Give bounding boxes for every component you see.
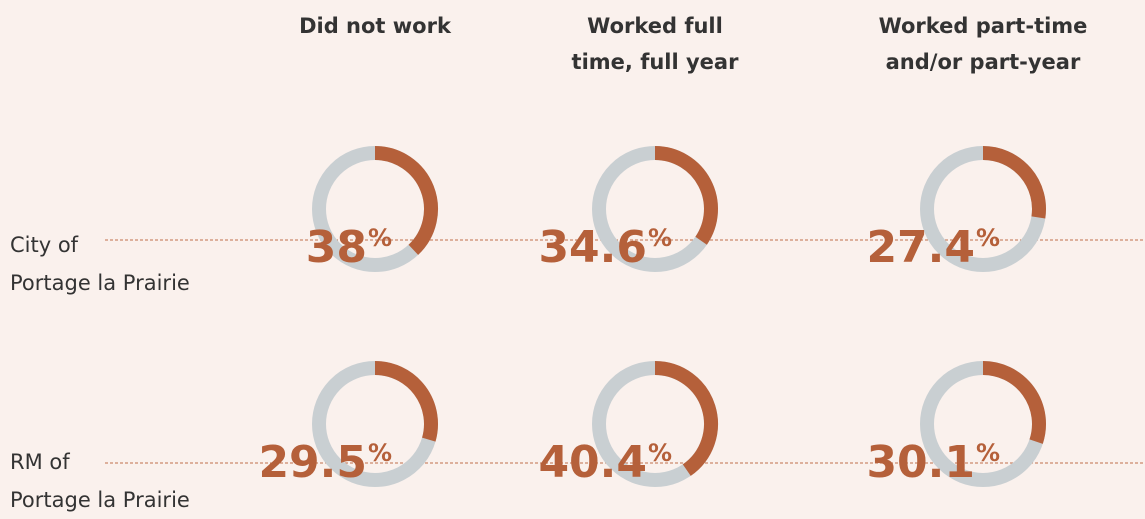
value-label: 29.5 bbox=[258, 437, 367, 488]
value-unit: % bbox=[648, 224, 672, 252]
donut-arc bbox=[654, 146, 718, 245]
value-unit: % bbox=[648, 439, 672, 467]
value-label: 34.6 bbox=[538, 222, 647, 273]
value-unit: % bbox=[368, 439, 392, 467]
donut-arc bbox=[982, 361, 1046, 444]
donut-arc bbox=[982, 146, 1046, 219]
column-header: Worked part-time and/or part-year bbox=[878, 14, 1088, 74]
value-unit: % bbox=[976, 439, 1000, 467]
value-unit: % bbox=[368, 224, 392, 252]
value-label: 30.1 bbox=[866, 437, 975, 488]
value-label: 40.4 bbox=[538, 437, 647, 488]
donut-arc bbox=[374, 146, 438, 255]
value-label: 38 bbox=[306, 222, 367, 273]
donut-arc bbox=[374, 361, 438, 442]
row-label: City of Portage la Prairie bbox=[10, 233, 190, 295]
donut-arc bbox=[654, 361, 718, 476]
row-label: RM of Portage la Prairie bbox=[10, 450, 190, 512]
value-unit: % bbox=[976, 224, 1000, 252]
column-header: Did not work bbox=[299, 14, 451, 38]
value-label: 27.4 bbox=[866, 222, 975, 273]
column-header: Worked full time, full year bbox=[571, 14, 739, 74]
